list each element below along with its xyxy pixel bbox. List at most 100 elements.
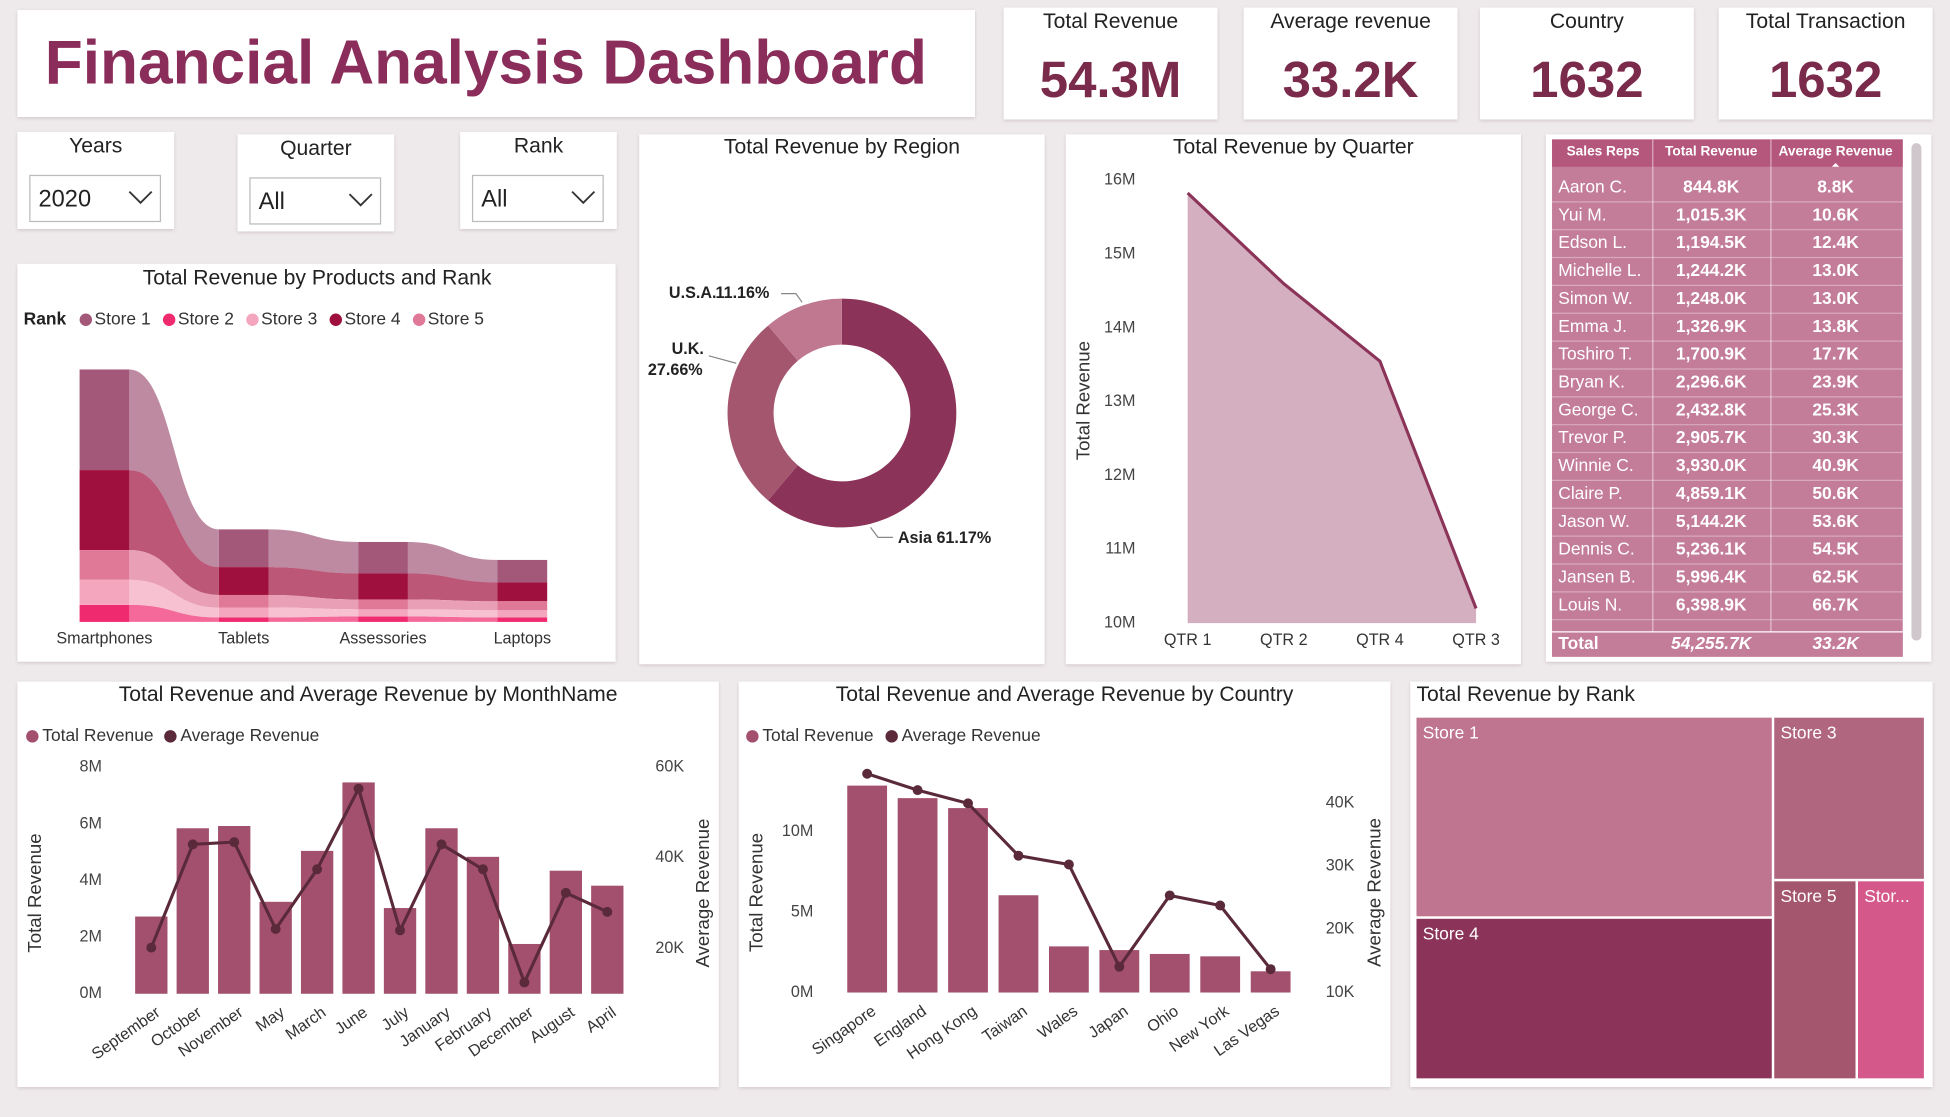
line-point: [312, 864, 323, 875]
table-cell: Louis N.: [1558, 594, 1622, 614]
legend-marker: [329, 313, 342, 326]
table-cell: 5,144.2K: [1676, 511, 1747, 531]
dropdown[interactable]: [471, 174, 604, 223]
tile-label: Stor...: [1864, 886, 1909, 906]
ribbon: [129, 604, 219, 622]
line-point: [862, 768, 873, 779]
y-axis-title: Total Revenue: [745, 833, 766, 952]
slice-label: U.S.A.: [669, 284, 717, 302]
table-cell: 40.9K: [1812, 455, 1859, 475]
card: [1243, 7, 1458, 120]
table-cell: 23.9K: [1812, 371, 1859, 391]
table-cell: 6,398.9K: [1676, 594, 1747, 614]
ribbon-bar: [79, 604, 130, 622]
legend-label: Store 3: [261, 308, 317, 328]
bar: [218, 825, 251, 994]
tile-label: Store 4: [1423, 924, 1479, 944]
table-cell: Simon W.: [1558, 288, 1632, 308]
legend-marker: [885, 730, 898, 743]
leader-line: [870, 527, 893, 538]
table-body: [1552, 139, 1903, 657]
legend-marker: [79, 313, 93, 326]
table-cell: 1,326.9K: [1676, 316, 1747, 336]
ribbon-bar: [218, 567, 269, 595]
y-tick-label: 15M: [1104, 244, 1135, 262]
kpi-value: 1632: [1769, 51, 1882, 108]
bar: [383, 908, 417, 994]
y-tick-label: 4M: [80, 871, 102, 889]
dropdown-value: All: [481, 187, 507, 213]
table-cell: 66.7K: [1812, 594, 1859, 614]
card: [1479, 7, 1694, 120]
dropdown-value: All: [259, 189, 285, 215]
kpi-value: 1632: [1530, 51, 1643, 108]
line-point: [395, 925, 406, 936]
table-cell: Bryan K.: [1558, 371, 1625, 391]
legend-marker: [26, 730, 39, 743]
table-cell: 2,432.8K: [1676, 399, 1747, 419]
table-cell: Dennis C.: [1558, 539, 1634, 559]
y2-tick-label: 20K: [1326, 920, 1355, 938]
table-cell: 62.5K: [1812, 566, 1859, 586]
y-tick-label: 6M: [80, 814, 102, 832]
y2-tick-label: 40K: [655, 848, 684, 866]
table-cell: 30.3K: [1812, 427, 1859, 447]
dropdown[interactable]: [249, 177, 382, 225]
dropdown[interactable]: [29, 174, 162, 223]
slice-label: Asia: [898, 529, 933, 547]
line-point: [560, 887, 571, 898]
table-cell: 25.3K: [1812, 399, 1859, 419]
legend-label: Average Revenue: [180, 725, 319, 745]
ribbon: [407, 609, 498, 618]
ribbon-bar: [218, 529, 269, 568]
y2-tick-label: 20K: [655, 939, 684, 957]
x-tick-label: Assessories: [339, 630, 426, 648]
table-cell: 17.7K: [1812, 344, 1859, 364]
table-total: 54,255.7K: [1671, 633, 1753, 653]
treemap-tile: [1416, 918, 1772, 1079]
column-header: Average Revenue: [1779, 143, 1894, 158]
table-header: [1552, 139, 1903, 167]
line-point: [1215, 900, 1226, 911]
y-tick-label: 11M: [1105, 540, 1135, 558]
table-cell: Toshiro T.: [1558, 344, 1632, 364]
chart-title: Total Revenue and Average Revenue by Mon…: [119, 683, 618, 706]
slice-value: 61.17%: [936, 529, 991, 547]
kpi-label: Total Transaction: [1746, 10, 1906, 33]
table-cell: 13.0K: [1812, 260, 1859, 280]
y-tick-label: 2M: [80, 927, 102, 945]
table-cell: 844.8K: [1683, 176, 1740, 196]
ribbon: [407, 616, 498, 622]
kpi-label: Country: [1550, 10, 1624, 33]
y2-tick-label: 60K: [655, 758, 684, 776]
ribbon: [129, 470, 219, 595]
table-cell: Trevor P.: [1558, 427, 1627, 447]
kpi-label: Average revenue: [1270, 10, 1431, 33]
bar: [1200, 956, 1241, 993]
table-cell: 3,930.0K: [1676, 455, 1747, 475]
x-tick-label: QTR 1: [1164, 631, 1212, 649]
line-point: [519, 977, 530, 988]
tile-label: Store 3: [1780, 722, 1836, 742]
table-cell: Edson L.: [1558, 232, 1627, 252]
treemap-tile: [1774, 717, 1924, 879]
area: [1187, 192, 1477, 624]
legend-label: Store 4: [344, 308, 400, 328]
total-row: [1552, 631, 1903, 657]
ribbon: [129, 579, 219, 618]
kpi-value: 54.3M: [1040, 51, 1182, 108]
bar: [847, 785, 888, 993]
y-tick-label: 5M: [791, 902, 813, 920]
chart-title: Total Revenue by Quarter: [1173, 136, 1414, 159]
line: [149, 784, 608, 987]
legend-marker: [246, 313, 259, 326]
tile-label: Store 1: [1423, 722, 1479, 742]
card: [1003, 7, 1218, 120]
treemap-tile: [1416, 717, 1772, 917]
x-tick-label: QTR 3: [1452, 631, 1500, 649]
ribbon-bar: [497, 582, 548, 602]
ribbon: [268, 616, 359, 622]
ribbon: [268, 594, 359, 610]
